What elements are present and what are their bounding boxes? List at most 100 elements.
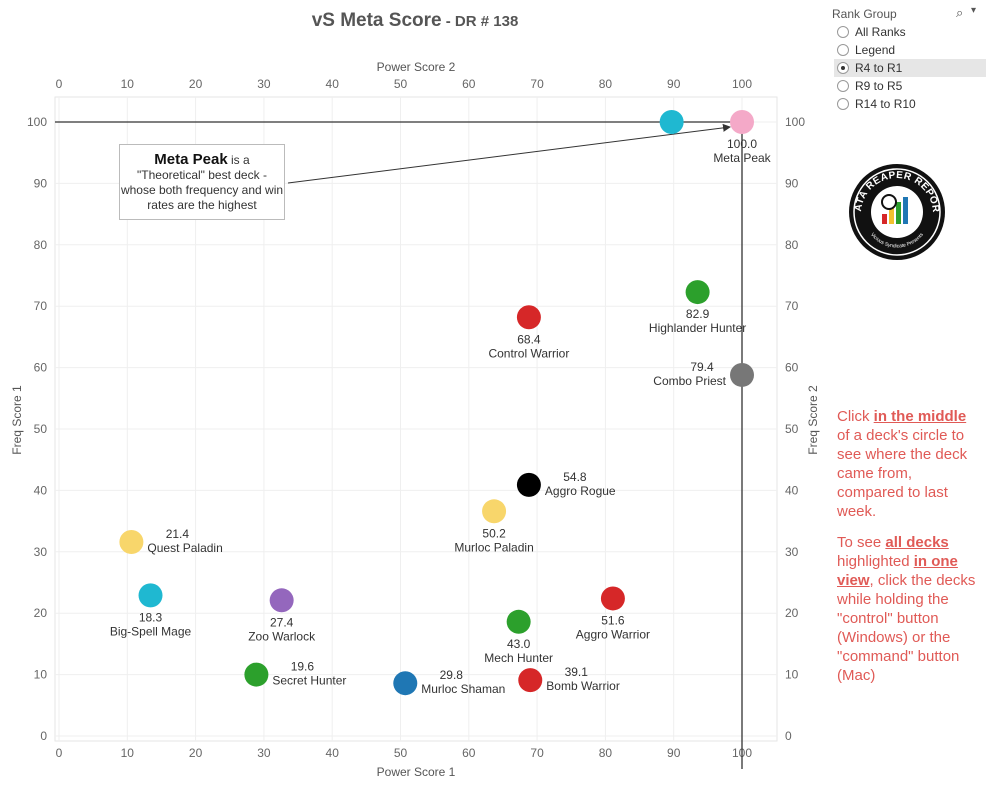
data-point-score: 100.0 xyxy=(727,137,757,151)
callout-text: is a "Theoretical" best deck - whose bot… xyxy=(120,153,284,212)
x-tick-bottom: 90 xyxy=(667,746,681,760)
instruction-emphasis: all decks xyxy=(885,534,949,551)
x-tick-top: 30 xyxy=(257,77,271,91)
x-tick-top: 100 xyxy=(732,77,752,91)
rank-group-options: All Ranks Legend R4 to R1 R9 to R5 R14 to R1… xyxy=(832,23,986,113)
y-tick-right: 30 xyxy=(785,545,799,559)
data-point[interactable] xyxy=(518,668,543,693)
data-point[interactable] xyxy=(516,472,541,497)
data-point-label: Secret Hunter xyxy=(272,674,346,688)
scatter-chart: 0 0 10 10 20 20 30 30 40 40 50 50 60 60 70 70 80 80 90 90 10… xyxy=(10,60,820,779)
y-tick-left: 90 xyxy=(34,176,48,190)
y-tick-right: 50 xyxy=(785,422,799,436)
rank-option-label: R4 to R1 xyxy=(855,61,903,75)
chart-title: vS Meta Score - DR # 138 xyxy=(0,10,830,32)
data-point-label: Bomb Warrior xyxy=(546,679,620,693)
y-tick-right: 80 xyxy=(785,238,799,252)
radio-icon[interactable] xyxy=(837,26,849,38)
instruction-emphasis: in one view xyxy=(837,553,958,589)
data-point[interactable] xyxy=(244,662,269,687)
meta-peak-arrow xyxy=(287,123,731,184)
search-icon[interactable]: ⌕ xyxy=(956,5,964,20)
x-tick-bottom: 10 xyxy=(121,746,135,760)
rank-option-label: R9 to R5 xyxy=(855,79,903,93)
radio-icon[interactable] xyxy=(837,98,849,110)
rank-option-label: Legend xyxy=(855,43,896,57)
instruction-text: , click the decks while holding the "con… xyxy=(837,572,976,684)
x-tick-top: 60 xyxy=(462,77,476,91)
data-point-label: Highlander Hunter xyxy=(649,321,746,335)
data-reaper-logo: DATA REAPER REPORT Vicious Syndicate Pre… xyxy=(847,162,945,260)
data-point-label: Murloc Shaman xyxy=(421,682,505,696)
data-point-score: 18.3 xyxy=(139,610,163,624)
y-tick-left: 50 xyxy=(34,422,48,436)
y-axis-title-right: Freq Score 2 xyxy=(806,385,820,455)
x-axis-title-top: Power Score 2 xyxy=(377,60,456,74)
chevron-down-icon[interactable]: ▾ xyxy=(971,5,977,16)
y-tick-left: 30 xyxy=(34,545,48,559)
y-tick-left: 40 xyxy=(34,483,48,497)
y-tick-left: 10 xyxy=(34,668,48,682)
data-point-label: Aggro Rogue xyxy=(545,484,616,498)
data-point[interactable] xyxy=(659,110,684,134)
data-point-score: 21.4 xyxy=(166,527,190,541)
x-tick-top: 80 xyxy=(599,77,613,91)
radio-icon[interactable] xyxy=(837,80,849,92)
y-tick-left: 60 xyxy=(34,361,48,375)
data-point[interactable] xyxy=(685,280,710,305)
data-point-score: 54.8 xyxy=(563,470,587,484)
x-tick-top: 40 xyxy=(326,77,340,91)
data-point[interactable] xyxy=(393,671,418,696)
data-point-label: Zoo Warlock xyxy=(248,629,316,643)
y-tick-right: 20 xyxy=(785,606,799,620)
chart-title-main: vS Meta Score xyxy=(311,10,442,31)
data-point[interactable] xyxy=(138,583,163,608)
x-tick-top: 90 xyxy=(667,77,681,91)
instruction-paragraph-2: To see all decks highlighted in one view… xyxy=(837,533,982,685)
instruction-text: highlighted xyxy=(837,553,914,570)
data-point[interactable] xyxy=(506,609,531,634)
rank-option-4[interactable]: R14 to R10 xyxy=(834,95,986,113)
x-tick-top: 70 xyxy=(530,77,544,91)
y-tick-left: 80 xyxy=(34,238,48,252)
data-point-label: Aggro Warrior xyxy=(576,627,650,641)
rank-option-0[interactable]: All Ranks xyxy=(834,23,986,41)
data-point[interactable] xyxy=(730,110,754,134)
data-point[interactable] xyxy=(269,588,294,613)
x-tick-bottom: 50 xyxy=(394,746,408,760)
y-tick-right: 0 xyxy=(785,729,792,743)
y-tick-left: 70 xyxy=(34,299,48,313)
data-point[interactable] xyxy=(600,586,625,611)
data-point-label: Meta Peak xyxy=(713,151,771,165)
x-tick-top: 10 xyxy=(121,77,135,91)
x-tick-bottom: 80 xyxy=(599,746,613,760)
y-tick-right: 90 xyxy=(785,176,799,190)
data-point-label: Control Warrior xyxy=(488,346,569,360)
data-point[interactable] xyxy=(119,529,144,554)
x-axis-title-bottom: Power Score 1 xyxy=(377,765,456,779)
rank-option-3[interactable]: R9 to R5 xyxy=(834,77,986,95)
radio-icon[interactable] xyxy=(837,44,849,56)
data-point[interactable] xyxy=(516,305,541,330)
rank-option-1[interactable]: Legend xyxy=(834,41,986,59)
x-tick-bottom: 20 xyxy=(189,746,203,760)
x-tick-top: 20 xyxy=(189,77,203,91)
rank-group-header: Rank Group ⌕ ▾ xyxy=(832,5,984,23)
y-tick-right: 70 xyxy=(785,299,799,313)
data-point[interactable] xyxy=(730,362,754,387)
instruction-text: Click xyxy=(837,408,874,425)
rank-option-2[interactable]: R4 to R1 xyxy=(834,59,986,77)
x-tick-bottom: 0 xyxy=(56,746,63,760)
radio-icon[interactable] xyxy=(837,62,849,74)
chart-title-suffix: - DR # 138 xyxy=(441,13,519,30)
data-point-score: 51.6 xyxy=(601,613,625,627)
data-point-score: 79.4 xyxy=(690,360,714,374)
data-point[interactable] xyxy=(482,499,507,524)
y-tick-left: 100 xyxy=(27,115,47,129)
y-tick-right: 40 xyxy=(785,483,799,497)
y-tick-right: 10 xyxy=(785,668,799,682)
instruction-paragraph-1: Click in the middle of a deck's circle t… xyxy=(837,407,982,521)
y-tick-right: 100 xyxy=(785,115,805,129)
data-point-score: 68.4 xyxy=(517,332,541,346)
data-point-score: 39.1 xyxy=(565,665,589,679)
